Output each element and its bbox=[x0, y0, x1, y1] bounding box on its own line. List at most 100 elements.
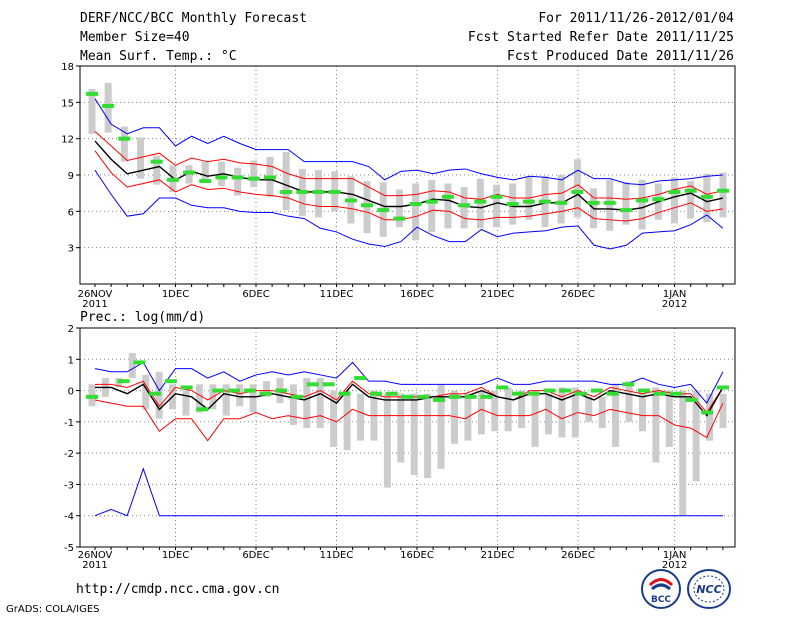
temp-observed-mark bbox=[344, 198, 357, 203]
source-url[interactable]: http://cmdp.ncc.cma.gov.cn bbox=[76, 582, 280, 597]
variable-label: Mean Surf. Temp.: °C bbox=[80, 49, 237, 64]
temp-observed-mark bbox=[441, 194, 454, 199]
prec-observed-mark bbox=[527, 391, 540, 396]
prec-observed-mark bbox=[543, 388, 556, 393]
prec-spread-box bbox=[571, 387, 579, 438]
prec-observed-mark bbox=[243, 388, 256, 393]
ncc-logo-text: NCC bbox=[696, 583, 721, 596]
prec-xtick-label: 26DEC bbox=[561, 550, 595, 561]
temp-spread-box bbox=[234, 167, 242, 196]
temp-observed-mark bbox=[183, 170, 196, 175]
temp-observed-mark bbox=[231, 175, 244, 180]
temp-observed-mark bbox=[587, 200, 600, 205]
prec-spread-box bbox=[706, 393, 714, 441]
temp-xtick-sublabel: 2012 bbox=[662, 299, 687, 310]
temp-ytick-label: 3 bbox=[68, 244, 74, 255]
prec-xtick-label: 21DEC bbox=[481, 550, 515, 561]
temp-xtick-label: 1JAN bbox=[663, 289, 686, 300]
prec-xtick-label: 6DEC bbox=[242, 550, 269, 561]
temp-ytick-label: 9 bbox=[68, 171, 74, 182]
temp-observed-mark bbox=[700, 194, 713, 199]
temp-xtick-label: 6DEC bbox=[242, 289, 269, 300]
prec-spread-box bbox=[142, 374, 150, 410]
prec-spread-box bbox=[195, 384, 203, 413]
prec-spread-box bbox=[692, 390, 700, 482]
temp-observed-mark bbox=[522, 199, 535, 204]
temp-observed-mark bbox=[490, 194, 503, 199]
temp-spread-box bbox=[687, 181, 695, 219]
temp-xtick-label: 1DEC bbox=[162, 289, 189, 300]
prec-observed-mark bbox=[669, 391, 682, 396]
temp-observed-mark bbox=[636, 198, 649, 203]
temp-observed-mark bbox=[199, 179, 212, 184]
prec-observed-mark bbox=[259, 391, 272, 396]
prec-ytick-label: -4 bbox=[64, 512, 74, 523]
temp-ytick-label: 18 bbox=[61, 62, 74, 73]
prec-spread-box bbox=[437, 384, 445, 469]
prec-observed-mark bbox=[496, 385, 509, 390]
prec-ytick-label: 0 bbox=[68, 387, 74, 398]
temp-spread-box bbox=[282, 151, 290, 211]
ncc-logo: NCC bbox=[687, 569, 731, 609]
prec-observed-mark bbox=[369, 391, 382, 396]
temp-xtick-sublabel: 2011 bbox=[82, 299, 107, 310]
prec-series-ensemble-max bbox=[94, 361, 724, 404]
prec-observed-mark bbox=[653, 391, 666, 396]
prec-frame bbox=[79, 327, 736, 548]
temp-xtick-label: 26NOV bbox=[78, 289, 113, 300]
prec-observed-mark bbox=[701, 410, 714, 415]
temp-spread-box bbox=[573, 159, 581, 218]
prec-observed-mark bbox=[117, 379, 130, 384]
prec-spread-box bbox=[558, 387, 566, 438]
prec-spread-box bbox=[518, 390, 526, 429]
bcc-logo: BCC bbox=[641, 569, 681, 609]
temp-spread-box bbox=[557, 175, 565, 224]
prec-observed-mark bbox=[164, 379, 177, 384]
prec-spread-box bbox=[544, 393, 552, 435]
prec-observed-mark bbox=[306, 382, 319, 387]
temp-spread-box bbox=[137, 137, 145, 179]
temp-spread-box bbox=[153, 155, 161, 185]
prec-spread-box bbox=[263, 381, 271, 397]
prec-spread-box bbox=[343, 390, 351, 451]
prec-observed-mark bbox=[322, 382, 335, 387]
prec-spread-box bbox=[410, 393, 418, 476]
prec-xtick-label: 26NOV bbox=[78, 550, 113, 561]
prec-spread-box bbox=[638, 393, 646, 432]
temp-observed-mark bbox=[86, 91, 98, 96]
temp-observed-mark bbox=[619, 208, 632, 213]
temp-series-ensemble-1-std bbox=[94, 150, 723, 222]
prec-observed-mark bbox=[464, 394, 477, 399]
temp-observed-mark bbox=[312, 189, 325, 194]
prec-observed-mark bbox=[354, 376, 367, 381]
temp-spread-box bbox=[638, 179, 646, 230]
temp-observed-mark bbox=[506, 202, 519, 207]
temp-observed-mark bbox=[280, 189, 293, 194]
temp-ytick-label: 6 bbox=[68, 207, 74, 218]
temp-xtick-label: 11DEC bbox=[320, 289, 354, 300]
temp-series-ensemble-1-std bbox=[94, 131, 724, 200]
prec-spread-box bbox=[249, 384, 257, 413]
temp-xtick-label: 21DEC bbox=[481, 289, 515, 300]
prec-observed-mark bbox=[212, 388, 225, 393]
prec-spread-box bbox=[222, 384, 230, 416]
temp-observed-mark bbox=[603, 200, 616, 205]
prec-spread-box bbox=[652, 387, 660, 463]
prec-series-ensemble-min bbox=[94, 467, 723, 517]
temp-series-ensemble-mean bbox=[94, 140, 724, 211]
temp-observed-mark bbox=[263, 175, 276, 180]
temp-series-ensemble-max bbox=[94, 98, 723, 186]
temp-ytick-label: 15 bbox=[61, 98, 74, 109]
forecast-period: For 2011/11/26-2012/01/04 bbox=[538, 11, 734, 26]
temp-observed-mark bbox=[409, 202, 422, 207]
temp-spread-box bbox=[250, 160, 258, 188]
prec-spread-box bbox=[665, 390, 673, 447]
prec-spread-box bbox=[397, 393, 405, 463]
prec-spread-box bbox=[236, 384, 244, 407]
temp-observed-mark bbox=[215, 175, 228, 180]
refer-date: Fcst Started Refer Date 2011/11/25 bbox=[467, 30, 734, 45]
temp-observed-mark bbox=[571, 189, 584, 194]
prec-observed-mark bbox=[180, 385, 193, 390]
prec-spread-box bbox=[182, 387, 190, 416]
